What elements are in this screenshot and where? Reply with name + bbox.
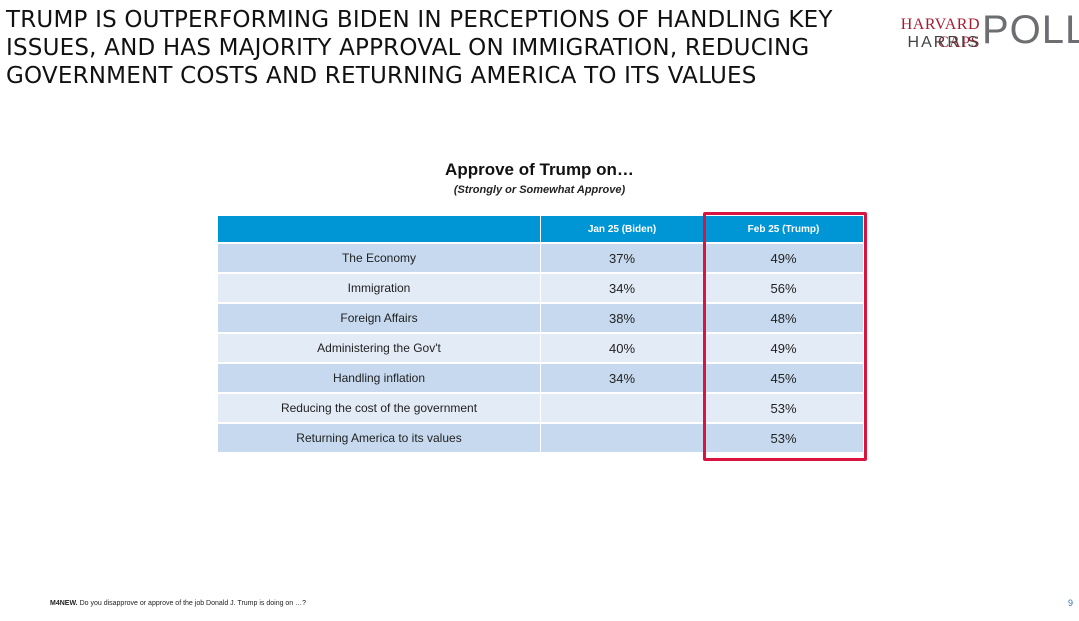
table-row: Foreign Affairs 38% 48% — [218, 302, 864, 332]
table-row: Administering the Gov't 40% 49% — [218, 332, 864, 362]
table-row: The Economy 37% 49% — [218, 242, 864, 272]
footnote-question-code: M4NEW. — [50, 600, 78, 607]
approval-table: Jan 25 (Biden) Feb 25 (Trump) The Econom… — [218, 216, 864, 452]
row-label: The Economy — [218, 242, 541, 272]
headline: TRUMP IS OUTPERFORMING BIDEN IN PERCEPTI… — [6, 7, 833, 89]
page-number: 9 — [1067, 598, 1073, 608]
footnote-question-text: Do you disapprove or approve of the job … — [79, 600, 307, 607]
row-label: Reducing the cost of the government — [218, 392, 541, 422]
trump-value: 48% — [704, 302, 864, 332]
row-label: Returning America to its values — [218, 422, 541, 452]
row-label: Administering the Gov't — [218, 332, 541, 362]
logo-poll-text: POLL — [982, 8, 1079, 52]
row-label: Foreign Affairs — [218, 302, 541, 332]
trump-value: 53% — [704, 422, 864, 452]
header-feb25-trump: Feb 25 (Trump) — [704, 216, 864, 242]
table-row: Immigration 34% 56% — [218, 272, 864, 302]
trump-value: 53% — [704, 392, 864, 422]
footnote: M4NEW. Do you disapprove or approve of t… — [50, 600, 306, 607]
trump-value: 56% — [704, 272, 864, 302]
header-blank-cell — [218, 216, 541, 242]
biden-value: 34% — [541, 362, 704, 392]
chart-title: Approve of Trump on… — [445, 160, 634, 179]
table-row: Reducing the cost of the government 53% — [218, 392, 864, 422]
header-jan25-biden: Jan 25 (Biden) — [541, 216, 704, 242]
biden-value — [541, 422, 704, 452]
row-label: Handling inflation — [218, 362, 541, 392]
biden-value: 34% — [541, 272, 704, 302]
biden-value: 37% — [541, 242, 704, 272]
table-row: Handling inflation 34% 45% — [218, 362, 864, 392]
table-row: Returning America to its values 53% — [218, 422, 864, 452]
row-label: Immigration — [218, 272, 541, 302]
harvard-caps-harris-poll-logo: HARVARD CAPS HARRIS POLL — [856, 8, 1079, 64]
trump-value: 45% — [704, 362, 864, 392]
biden-value: 38% — [541, 302, 704, 332]
biden-value: 40% — [541, 332, 704, 362]
logo-harvard-caps-text: HARVARD CAPS — [900, 16, 980, 51]
chart-subtitle: (Strongly or Somewhat Approve) — [453, 184, 626, 196]
trump-value: 49% — [704, 332, 864, 362]
logo-harris-text: HARRIS — [907, 34, 980, 51]
trump-value: 49% — [704, 242, 864, 272]
biden-value — [541, 392, 704, 422]
table-header-row: Jan 25 (Biden) Feb 25 (Trump) — [218, 216, 864, 242]
